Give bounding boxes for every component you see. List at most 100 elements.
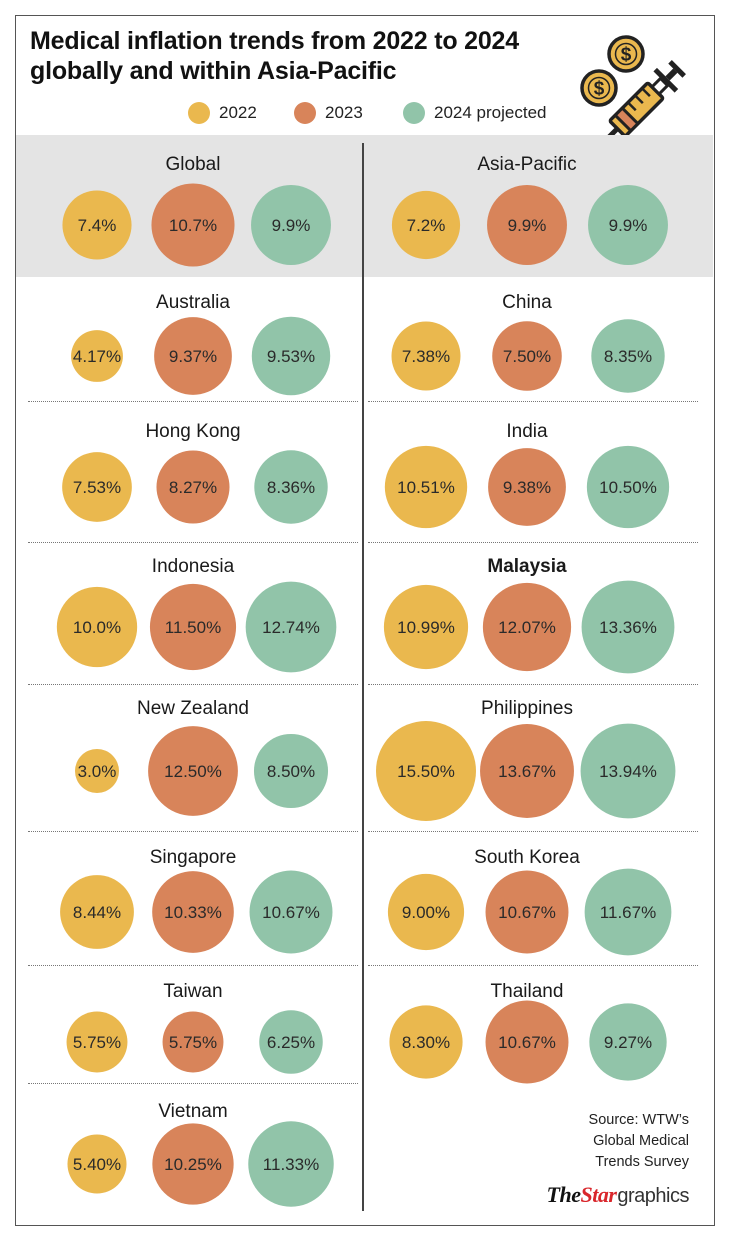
bubble-china-2022 [391, 321, 461, 391]
region-name-global: Global [166, 154, 221, 175]
brand-the: The [546, 1182, 581, 1207]
bubble-label-india-2022: 10.51% [397, 478, 455, 497]
row-separator [368, 831, 698, 832]
bubble-label-philippines-2023: 13.67% [498, 762, 556, 781]
bubble-malaysia-2023 [482, 582, 572, 672]
row-separator [368, 542, 698, 543]
bubble-south-korea-2023 [485, 870, 569, 954]
bubble-label-global-2023: 10.7% [169, 216, 217, 235]
row-separator [368, 684, 698, 685]
chart-title-line-1: Medical inflation trends from 2022 to 20… [30, 27, 519, 55]
bubble-label-australia-2024: 9.53% [267, 347, 315, 366]
region-name-indonesia: Indonesia [152, 556, 235, 577]
region-name-vietnam: Vietnam [158, 1101, 227, 1122]
bubble-new-zealand-2023 [148, 726, 238, 816]
legend-item-2023: 2023 [294, 101, 363, 125]
bubble-taiwan-2023 [162, 1011, 224, 1073]
source-line-2: Global Medical [593, 1133, 689, 1149]
bubble-label-asia-pacific-2024: 9.9% [609, 216, 648, 235]
legend-label-2022: 2022 [219, 103, 257, 122]
bubble-china-2024 [591, 319, 665, 393]
legend-item-2024-projected: 2024 projected [403, 101, 546, 125]
bubble-thailand-2022 [389, 1005, 463, 1079]
bubble-label-new-zealand-2022: 3.0% [78, 762, 117, 781]
bubble-india-2023 [488, 448, 566, 526]
bubble-philippines-2024 [580, 723, 676, 819]
row-separator [28, 684, 358, 685]
bubble-global-2024 [251, 185, 331, 265]
bubble-vietnam-2022 [67, 1134, 127, 1194]
bubble-label-indonesia-2023: 11.50% [165, 618, 221, 637]
bubble-label-hong-kong-2023: 8.27% [169, 478, 217, 497]
region-name-taiwan: Taiwan [163, 981, 222, 1002]
bubble-label-malaysia-2022: 10.99% [397, 618, 455, 637]
bubble-label-thailand-2022: 8.30% [402, 1033, 450, 1052]
bubble-label-thailand-2024: 9.27% [604, 1033, 652, 1052]
region-name-india: India [506, 421, 548, 442]
row-separator [368, 965, 698, 966]
bubble-asia-pacific-2022 [391, 190, 461, 260]
bubble-label-philippines-2022: 15.50% [397, 762, 455, 781]
bubble-label-australia-2022: 4.17% [73, 347, 121, 366]
source-line-3: Trends Survey [595, 1154, 689, 1170]
region-name-south-korea: South Korea [474, 847, 580, 868]
bubble-singapore-2023 [152, 871, 234, 953]
bubble-indonesia-2023 [149, 583, 237, 671]
bubble-australia-2023 [154, 317, 232, 395]
bubble-label-south-korea-2024: 11.67% [600, 903, 656, 922]
bubble-label-india-2023: 9.38% [503, 478, 551, 497]
bubble-label-global-2022: 7.4% [78, 216, 117, 235]
bubble-taiwan-2022 [66, 1011, 128, 1073]
region-name-australia: Australia [156, 292, 230, 313]
region-name-hong-kong: Hong Kong [145, 421, 240, 442]
bubble-label-new-zealand-2024: 8.50% [267, 762, 315, 781]
bubble-label-taiwan-2023: 5.75% [169, 1033, 217, 1052]
row-separator [28, 542, 358, 543]
bubble-label-hong-kong-2022: 7.53% [73, 478, 121, 497]
bubble-label-asia-pacific-2023: 9.9% [508, 216, 547, 235]
row-separator [28, 831, 358, 832]
bubble-label-taiwan-2022: 5.75% [73, 1033, 121, 1052]
row-separator [28, 401, 358, 402]
bubble-china-2023 [492, 321, 562, 391]
legend-label-2023: 2023 [325, 103, 363, 122]
bubble-malaysia-2024 [581, 580, 675, 674]
bubble-asia-pacific-2023 [487, 185, 567, 265]
column-divider [362, 143, 364, 1211]
bubble-india-2024 [586, 445, 670, 529]
bubble-singapore-2024 [249, 870, 333, 954]
bubble-label-indonesia-2022: 10.0% [73, 618, 121, 637]
bubble-label-vietnam-2024: 11.33% [263, 1155, 319, 1174]
bubble-vietnam-2023 [152, 1123, 234, 1205]
legend-item-2022: 2022 [188, 101, 257, 125]
bubble-label-china-2023: 7.50% [503, 347, 551, 366]
bubble-label-singapore-2024: 10.67% [262, 903, 320, 922]
bubble-label-global-2024: 9.9% [272, 216, 311, 235]
bubble-label-south-korea-2022: 9.00% [402, 903, 450, 922]
bubble-south-korea-2022 [387, 873, 465, 951]
bubble-label-china-2022: 7.38% [402, 347, 450, 366]
bubble-philippines-2022 [376, 721, 476, 821]
legend-swatch-2022 [188, 102, 210, 124]
bubble-label-hong-kong-2024: 8.36% [267, 478, 315, 497]
bubble-asia-pacific-2024 [588, 185, 668, 265]
bubble-label-china-2024: 8.35% [604, 347, 652, 366]
bubble-indonesia-2024 [245, 581, 337, 673]
region-name-china: China [502, 292, 552, 313]
bubble-hong-kong-2022 [62, 452, 132, 522]
bubble-label-india-2024: 10.50% [599, 478, 657, 497]
bubble-thailand-2023 [485, 1000, 569, 1084]
bubble-taiwan-2024 [259, 1010, 323, 1074]
region-name-malaysia: Malaysia [487, 556, 567, 577]
row-separator [368, 401, 698, 402]
bubble-label-vietnam-2023: 10.25% [164, 1155, 222, 1174]
bubble-vietnam-2024 [248, 1121, 334, 1207]
row-separator [28, 1083, 358, 1084]
bubble-label-new-zealand-2023: 12.50% [164, 762, 222, 781]
bubble-hong-kong-2023 [156, 450, 230, 524]
chart-title: Medical inflation trends from 2022 to 20… [30, 26, 570, 86]
bubble-label-malaysia-2023: 12.07% [498, 618, 556, 637]
bubble-label-thailand-2023: 10.67% [498, 1033, 556, 1052]
bubble-south-korea-2024 [584, 868, 672, 956]
